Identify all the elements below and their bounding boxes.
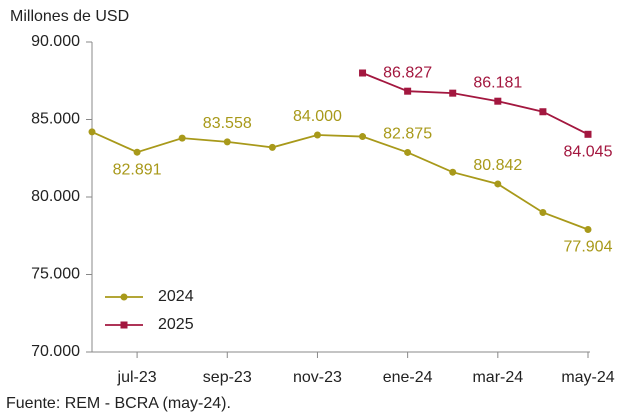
marker — [539, 209, 547, 216]
marker — [223, 138, 231, 146]
x-tick-label: jul-23 — [117, 369, 157, 386]
y-axis-label: Millones de USD — [10, 8, 129, 25]
y-tick-label: 70.000 — [31, 343, 80, 360]
value-label: 86.181 — [473, 74, 522, 91]
value-label: 82.875 — [383, 126, 432, 143]
series-line — [362, 72, 589, 136]
marker — [494, 97, 502, 105]
value-label: 84.000 — [293, 108, 342, 125]
legend-label: 2025 — [158, 316, 194, 333]
marker — [133, 148, 141, 156]
marker — [449, 168, 457, 176]
marker — [584, 225, 592, 233]
y-tick-label: 85.000 — [31, 111, 80, 128]
y-tick-label: 80.000 — [31, 188, 80, 205]
x-tick-label: mar-24 — [472, 369, 523, 386]
source: Fuente: REM - BCRA (may-24). — [6, 395, 231, 412]
marker — [120, 293, 128, 301]
x-tick-label: sep-23 — [203, 369, 252, 386]
value-label: 86.827 — [383, 64, 432, 81]
marker — [404, 87, 412, 95]
marker — [494, 180, 502, 188]
marker — [449, 89, 457, 97]
x-tick-label: nov-23 — [293, 369, 342, 386]
marker — [120, 321, 128, 329]
value-label: 77.904 — [564, 239, 613, 256]
value-label: 83.558 — [203, 115, 252, 132]
value-label: 80.842 — [473, 157, 522, 174]
marker — [359, 133, 367, 141]
y-tick-label: 90.000 — [31, 33, 80, 50]
value-label: 82.891 — [113, 161, 162, 178]
marker — [584, 130, 592, 138]
marker — [268, 143, 276, 151]
x-tick-label: ene-24 — [383, 369, 433, 386]
x-tick-label: may-24 — [561, 369, 614, 386]
marker — [178, 134, 186, 142]
marker — [313, 131, 321, 139]
marker — [539, 108, 547, 116]
marker — [404, 148, 412, 156]
y-tick-label: 75.000 — [31, 266, 80, 283]
legend-label: 2024 — [158, 288, 194, 305]
marker — [359, 69, 367, 77]
value-label: 84.045 — [564, 144, 613, 161]
series-line — [91, 131, 589, 231]
marker — [88, 128, 96, 136]
